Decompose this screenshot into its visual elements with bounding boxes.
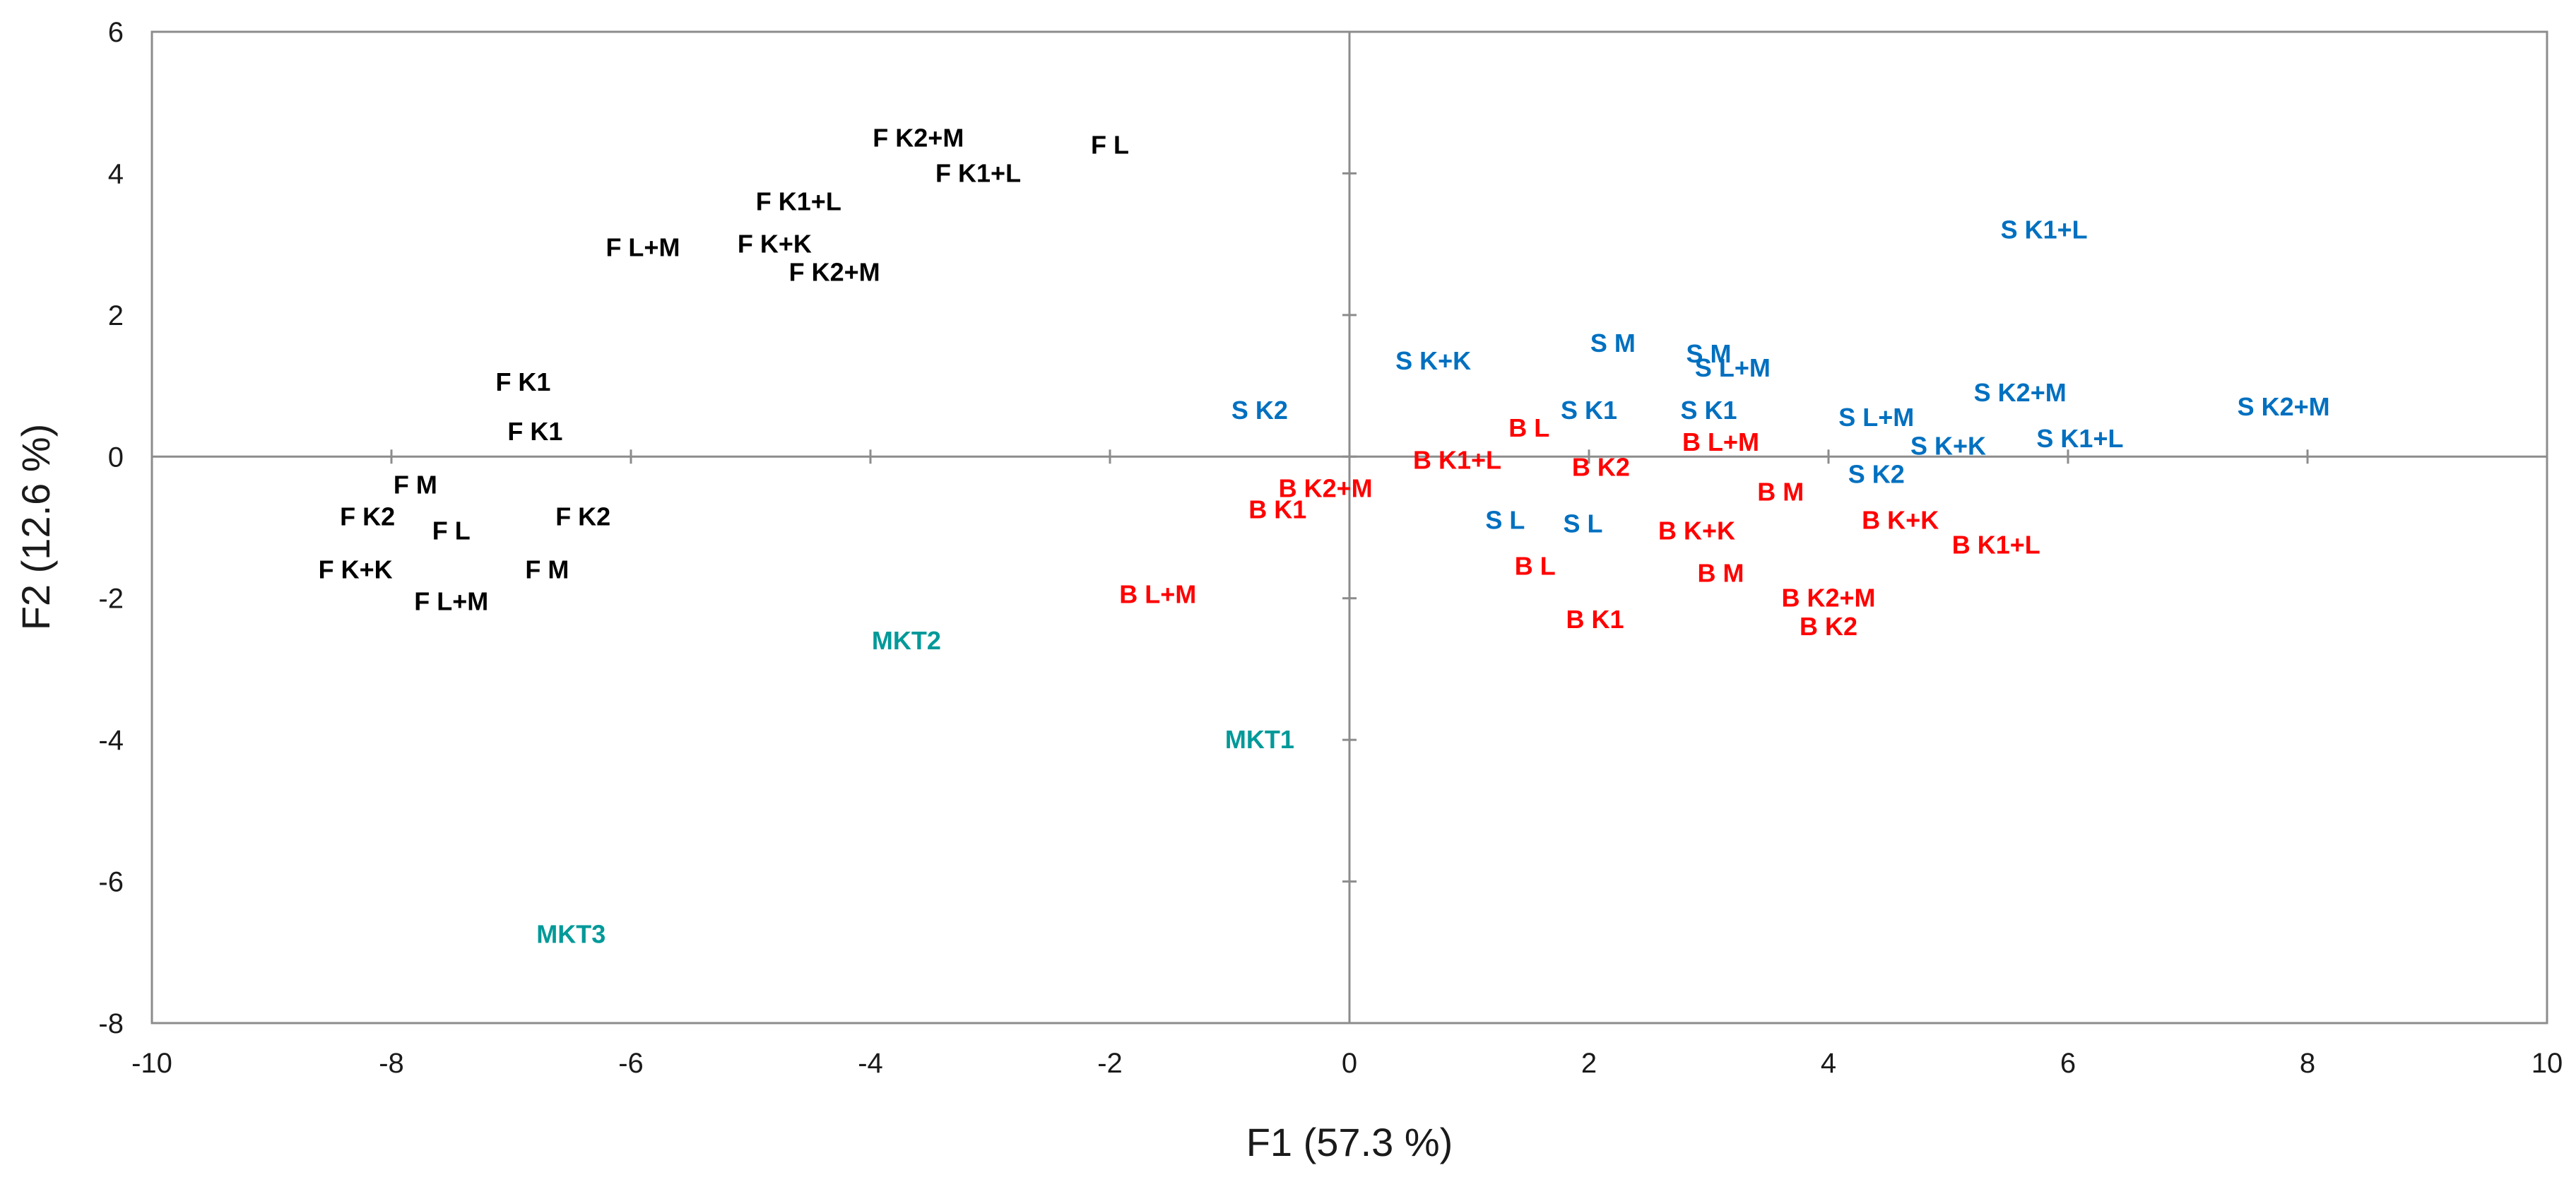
x-axis-title: F1 (57.3 %) [1246, 1120, 1453, 1164]
point-label-s: S K2+M [1974, 378, 2067, 407]
x-tick-label: -2 [1097, 1048, 1123, 1079]
point-label-b: B K1+L [1952, 531, 2040, 560]
point-label-f: F M [525, 555, 569, 584]
point-label-s: S K1+L [2036, 424, 2123, 453]
y-tick-label: 4 [108, 158, 124, 189]
point-label-f: F K1+L [935, 158, 1021, 187]
x-tick-label: -10 [131, 1048, 172, 1079]
point-label-s: S K2 [1231, 396, 1288, 425]
x-tick-label: -6 [618, 1048, 644, 1079]
x-tick-label: 10 [2531, 1048, 2563, 1079]
point-label-s: S K+K [1910, 431, 1986, 460]
x-tick-label: 4 [1821, 1048, 1836, 1079]
point-label-f: F K+K [319, 555, 393, 584]
point-label-b: B K1+L [1413, 445, 1501, 474]
point-label-f: F K+K [738, 230, 812, 259]
x-axis-ticks: -10 -8 -6 -4 -2 0 2 4 6 8 10 [131, 449, 2563, 1079]
point-label-b: B K2+M [1279, 473, 1373, 502]
x-tick-label: 6 [2060, 1048, 2076, 1079]
point-label-b: B L+M [1119, 580, 1196, 609]
y-axis-ticks: -8 -6 -4 -2 0 2 4 6 [98, 17, 1357, 1039]
point-label-s: S L+M [1695, 353, 1771, 382]
point-label-f: F K1 [495, 367, 550, 396]
point-label-b: B K1 [1566, 605, 1624, 634]
point-label-mkt: MKT3 [536, 920, 605, 949]
point-label-s: S K1 [1680, 396, 1737, 425]
x-tick-label: 8 [2300, 1048, 2315, 1079]
point-label-f: F K2+M [789, 258, 880, 287]
point-label-s: S K1 [1561, 396, 1617, 425]
y-tick-label: -2 [98, 584, 124, 615]
point-label-f: F K2 [340, 502, 395, 531]
point-label-mkt: MKT2 [872, 626, 941, 655]
y-tick-label: -6 [98, 867, 124, 898]
x-tick-label: 2 [1581, 1048, 1597, 1079]
point-label-b: B L+M [1682, 427, 1759, 456]
point-label-f: F K2+M [873, 123, 964, 152]
y-tick-label: 0 [108, 442, 124, 473]
data-points: F K2+M F LF K1+LF K1+LF L+M F K+KF K2+MF K… [319, 123, 2330, 948]
point-label-b: B K2 [1800, 612, 1857, 641]
point-label-b: B L [1515, 552, 1556, 581]
point-label-f: F L+M [414, 587, 488, 616]
point-label-b: B K+K [1862, 505, 1939, 534]
x-tick-label: -8 [379, 1048, 404, 1079]
point-label-f: F L+M [605, 233, 680, 262]
point-label-b: B K1 [1248, 495, 1306, 524]
point-label-s: S M [1686, 339, 1731, 368]
point-label-s: S L [1485, 505, 1525, 534]
y-tick-label: 6 [108, 17, 124, 48]
point-label-b: B M [1757, 477, 1804, 506]
point-label-f: F L [432, 516, 471, 545]
point-label-b: B K2+M [1781, 584, 1875, 613]
point-label-b: B M [1697, 559, 1744, 588]
point-label-s: S M [1590, 329, 1636, 358]
point-label-f: F K1 [507, 417, 562, 446]
y-tick-label: -4 [98, 725, 124, 756]
point-label-mkt: MKT1 [1225, 725, 1294, 754]
point-label-s: S L [1564, 509, 1603, 538]
point-label-f: F M [394, 470, 437, 499]
point-label-s: S K2+M [2238, 392, 2330, 421]
point-label-s: S L+M [1838, 403, 1914, 432]
x-tick-label: -4 [858, 1048, 883, 1079]
y-tick-label: 2 [108, 300, 124, 331]
y-axis-title: F2 (12.6 %) [13, 424, 58, 631]
point-label-f: F K1+L [756, 187, 841, 216]
point-label-f: F L [1091, 130, 1129, 159]
point-label-b: B L [1508, 413, 1549, 442]
y-tick-label: -8 [98, 1008, 124, 1039]
point-label-b: B K+K [1658, 516, 1735, 545]
point-label-f: F K2 [555, 502, 610, 531]
x-tick-label: 0 [1342, 1048, 1357, 1079]
point-label-b: B K2 [1572, 452, 1630, 481]
point-label-s: S K1+L [2001, 215, 2088, 244]
point-label-s: S K2 [1848, 459, 1905, 488]
point-label-s: S K+K [1395, 346, 1471, 375]
